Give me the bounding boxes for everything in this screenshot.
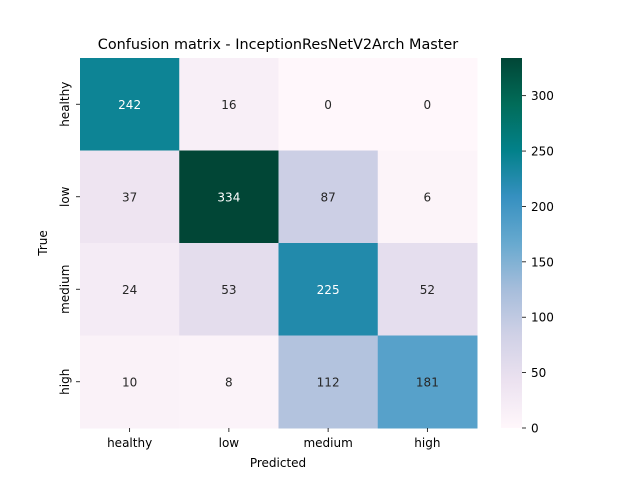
heatmap-cell [80,150,180,244]
cell-value-label: 8 [225,375,233,389]
cell-value-label: 225 [317,283,340,297]
heatmap-cell [80,335,180,429]
heatmap-cell [377,58,478,151]
heatmap-cell [179,58,279,151]
cell-value-label: 334 [217,190,240,204]
heatmap-cell [278,150,379,244]
y-axis-ticks: healthy low medium high [58,82,80,395]
heatmap-cell [80,243,180,336]
chart-title: Confusion matrix - InceptionResNetV2Arch… [98,37,458,53]
heatmap-cell [179,335,279,429]
heatmap-cell [278,58,379,151]
cell-value-label: 10 [122,375,137,389]
x-tick-label: low [219,436,240,450]
cell-value-label: 242 [118,98,141,112]
heatmap-cells: 242 16 0 0 37 334 87 6 24 53 225 52 10 8 112 181 [80,58,478,429]
x-tick-label: healthy [107,436,152,450]
cell-value-label: 16 [221,98,236,112]
heatmap-cell [278,243,379,336]
y-axis-label: True [36,230,50,257]
colorbar-tick-label: 300 [531,89,554,103]
colorbar-tick-label: 50 [531,366,546,380]
colorbar-tick-label: 0 [531,422,539,436]
cell-value-label: 6 [424,190,432,204]
heatmap-cell [179,150,279,244]
cell-value-label: 52 [420,283,435,297]
heatmap-cell [377,243,478,336]
x-tick-label: high [414,436,440,450]
cell-value-label: 53 [221,283,236,297]
x-axis-ticks: healthy low medium high [107,428,440,450]
x-axis-label: Predicted [250,456,306,470]
y-tick-label: healthy [58,82,72,127]
colorbar [501,58,522,428]
cell-value-label: 87 [320,190,335,204]
heatmap-cell [179,243,279,336]
colorbar-tick-label: 250 [531,145,554,159]
cell-value-label: 0 [324,98,332,112]
colorbar-tick-label: 100 [531,311,554,325]
heatmap-cell [377,335,478,429]
colorbar-ticks: 0 50 100 150 200 250 300 [522,89,554,436]
cell-value-label: 37 [122,190,137,204]
cell-value-label: 112 [317,375,340,389]
x-tick-label: medium [303,436,352,450]
heatmap-cell [80,58,180,151]
y-tick-label: high [58,369,72,395]
cell-value-label: 24 [122,283,137,297]
colorbar-tick-label: 150 [531,255,554,269]
heatmap-cell [377,150,478,244]
colorbar-tick-label: 200 [531,200,554,214]
heatmap-cell [278,335,379,429]
cell-value-label: 0 [424,98,432,112]
y-tick-label: low [58,186,72,207]
y-tick-label: medium [58,265,72,314]
cell-value-label: 181 [416,375,439,389]
